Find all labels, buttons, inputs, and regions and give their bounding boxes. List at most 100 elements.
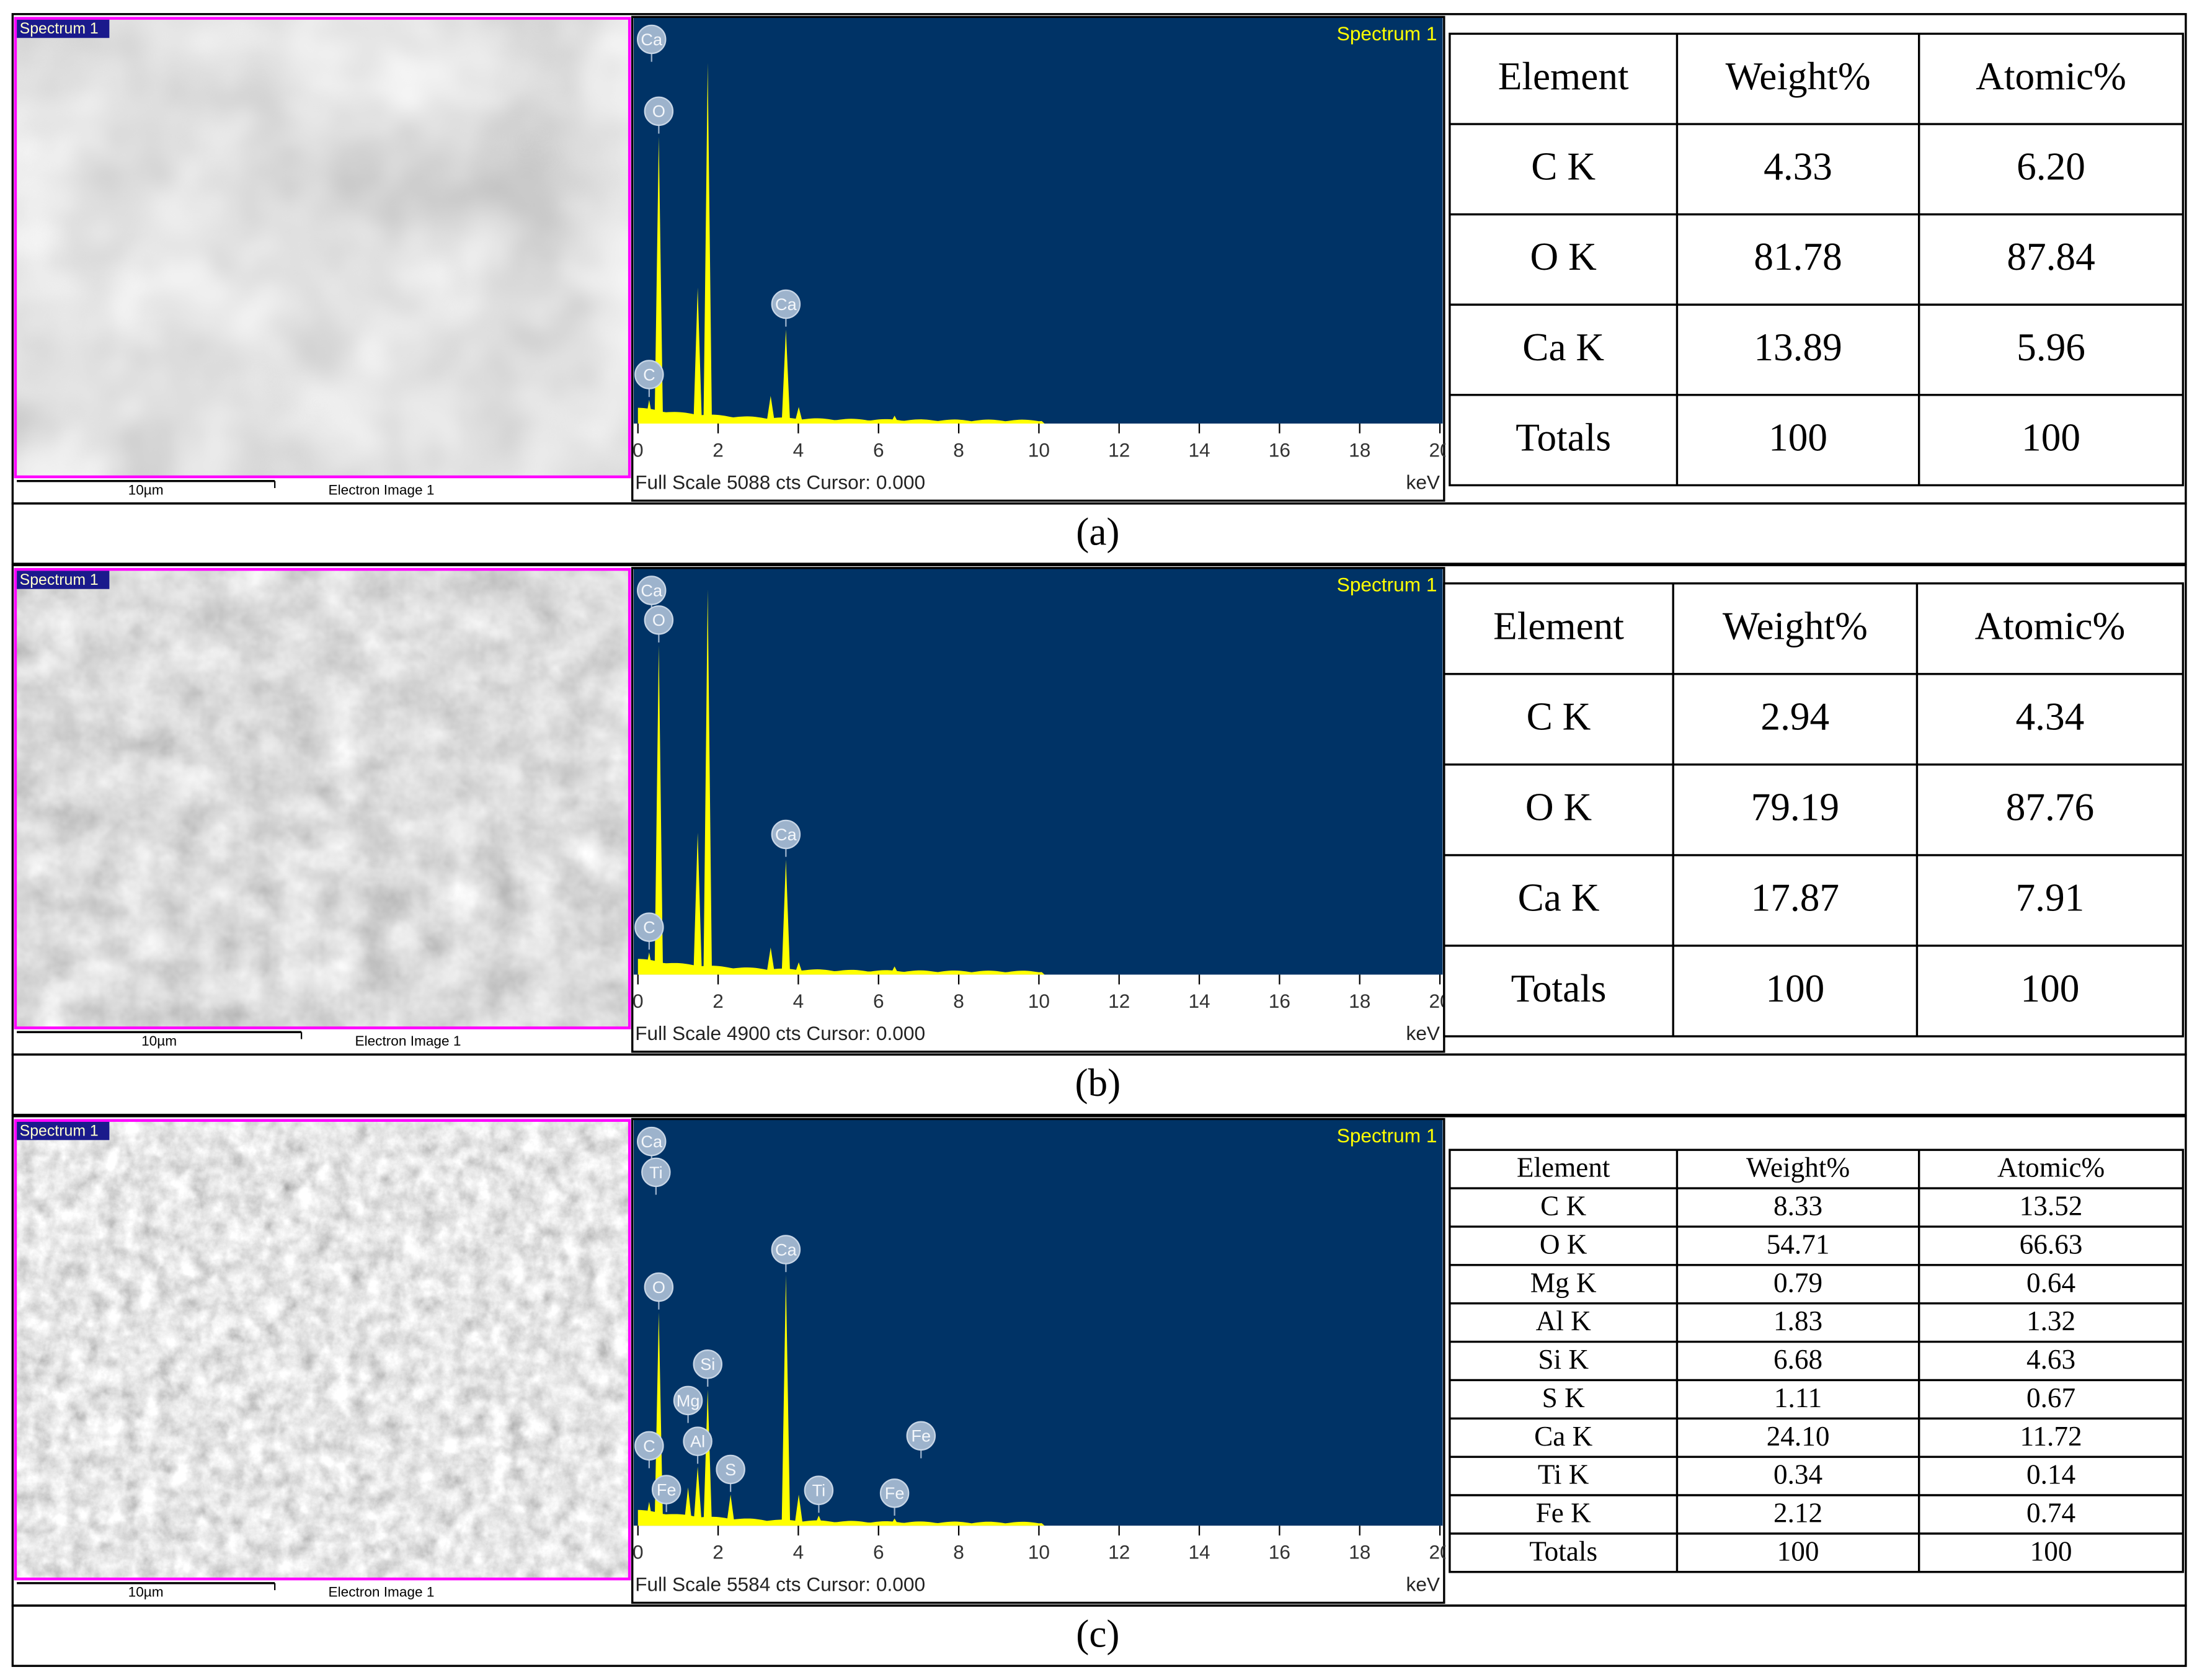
peak-label-text: Ca [641, 580, 663, 600]
x-tick-label: 0 [632, 990, 644, 1012]
spectrum-footer: Full Scale 5584 cts Cursor: 0.000 [635, 1573, 925, 1596]
x-tick-label: 18 [1349, 990, 1370, 1012]
table-cell: Totals [1529, 1536, 1597, 1567]
table: Element Weight% Atomic% C K 2.94 4.34 O K 79.19… [1443, 582, 2185, 1038]
spectrum-peak [794, 1495, 803, 1526]
table-cell: 1.32 [2026, 1305, 2075, 1336]
peak-label: Mg [673, 1385, 703, 1423]
spectrum-peak [766, 396, 775, 424]
table-header: Weight% [1746, 1152, 1850, 1183]
peak-label-text: Ca [641, 30, 663, 49]
peak-label-marker [637, 576, 667, 605]
peak-label: Fe [906, 1421, 936, 1459]
table-cell: 100 [1765, 967, 1824, 1010]
x-tick-label: 10 [1028, 1541, 1050, 1563]
table-cell: 4.34 [2016, 695, 2085, 739]
table-cell: 100 [2022, 416, 2080, 459]
table-cell: 7.91 [2016, 876, 2085, 920]
spectrum-peak [683, 1487, 693, 1526]
peak-label: C [634, 912, 664, 950]
x-tick-label: 14 [1188, 1541, 1210, 1563]
caption-frame [11, 502, 2187, 565]
table-header: Weight% [1726, 55, 1871, 98]
spectrum-background [637, 407, 1045, 424]
spectrum-plot [633, 1119, 1443, 1526]
peak-label: Ca [771, 289, 801, 327]
scale-bar-label: 10µm [128, 482, 164, 497]
table-cell: O K [1525, 786, 1592, 829]
peak-label-text: Ti [812, 1481, 826, 1500]
table-cell: 100 [1769, 416, 1827, 459]
table-cell: 100 [2030, 1536, 2072, 1567]
spectrum-peak [781, 860, 791, 975]
x-tick-label: 12 [1108, 439, 1130, 461]
x-tick-label: 0 [632, 439, 644, 461]
x-tick-label: 0 [632, 1541, 644, 1563]
table: Element Weight% Atomic% C K 8.33 13.52 O K 54.7… [1449, 1149, 2185, 1573]
peak-label-text: Ca [775, 1240, 797, 1259]
x-tick-label: 16 [1269, 439, 1290, 461]
table-cell: 0.64 [2026, 1267, 2075, 1298]
peak-label-marker [879, 1478, 910, 1508]
table-cell: C K [1540, 1191, 1586, 1222]
peak-label-text: C [643, 1436, 655, 1456]
x-axis: 0 2 4 6 8 10 12 14 16 18 20 [632, 974, 1450, 1012]
image-title-bg [17, 571, 110, 589]
image-title: Spectrum 1 [20, 20, 99, 37]
table-cell: O K [1530, 235, 1597, 278]
table-cell: Si K [1538, 1344, 1589, 1375]
table-frame [1443, 582, 2185, 1038]
x-tick-label: 8 [953, 990, 964, 1012]
table-header: Element [1498, 55, 1629, 98]
spectrum-background [637, 1509, 1045, 1526]
sem-border [14, 567, 631, 1029]
spectrum-peak [794, 407, 803, 424]
x-tick-label: 10 [1028, 990, 1050, 1012]
peak-label: O [644, 605, 674, 642]
peak-label: Si [693, 1349, 723, 1387]
table-cell: 2.94 [1760, 695, 1829, 739]
caption: (b) [1075, 1061, 1121, 1104]
peak-label-text: O [652, 102, 665, 121]
spectrum-peak [781, 1274, 791, 1526]
x-tick-label: 20 [1429, 990, 1450, 1012]
table-cell: 13.52 [2020, 1191, 2083, 1222]
spectrum-peak [890, 416, 899, 424]
table-cell: 8.33 [1773, 1191, 1822, 1222]
table-frame [1449, 32, 2185, 487]
peak-label-text: S [725, 1460, 736, 1479]
x-unit: keV [1406, 1573, 1440, 1596]
x-unit: keV [1406, 1022, 1440, 1044]
table-cell: 100 [1777, 1536, 1819, 1567]
peak-label-marker [644, 1272, 674, 1302]
table-cell: 13.89 [1754, 326, 1842, 369]
scale-bar-label: 10µm [141, 1033, 177, 1049]
peak-label-text: Fe [885, 1483, 905, 1503]
spectrum-peak [654, 136, 664, 424]
spectrum-peak [703, 1389, 712, 1526]
spectrum-footer: Full Scale 4900 cts Cursor: 0.000 [635, 1022, 925, 1044]
table-cell: 17.87 [1751, 876, 1839, 920]
spectrum-plot [633, 567, 1443, 975]
peak-label-marker [651, 1475, 681, 1504]
table-header: Weight% [1723, 605, 1868, 648]
table-cell: 0.67 [2026, 1382, 2075, 1413]
spectrum-peak [726, 1495, 735, 1526]
x-tick-label: 4 [793, 1541, 804, 1563]
table-cell: 2.12 [1773, 1498, 1822, 1529]
table-cell: Mg K [1530, 1267, 1597, 1298]
peak-label-marker [906, 1421, 936, 1451]
x-tick-label: 20 [1429, 1541, 1450, 1563]
scale-bar-label: 10µm [128, 1584, 164, 1600]
table-cell: 66.63 [2020, 1229, 2083, 1260]
caption: (c) [1076, 1612, 1119, 1656]
table-header: Atomic% [1976, 55, 2126, 98]
spectrum-peak [766, 947, 775, 975]
spectrum-title: Spectrum 1 [1337, 22, 1437, 45]
spectrum-title: Spectrum 1 [1337, 1124, 1437, 1147]
table-cell: 5.96 [2017, 326, 2085, 369]
peak-label-text: Al [690, 1432, 705, 1451]
table-header: Atomic% [1975, 605, 2126, 648]
spectrum-peak [781, 329, 791, 424]
x-tick-label: 6 [873, 439, 884, 461]
